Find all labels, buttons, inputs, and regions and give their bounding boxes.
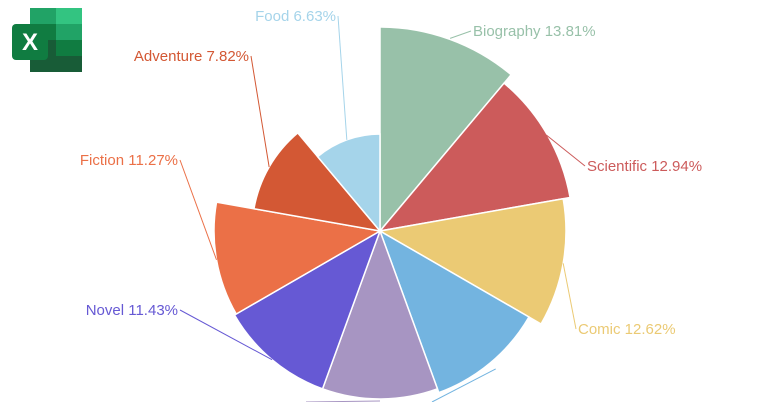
- leader-line-comic: [562, 263, 577, 330]
- leader-line-novel: [179, 309, 273, 361]
- label-novel: Novel 11.43%: [86, 302, 178, 319]
- slice-unlabeled-4: [321, 228, 439, 400]
- excel-logo-letter: X: [22, 29, 38, 56]
- slice-comic: [377, 197, 567, 326]
- slice-scientific: [378, 82, 571, 233]
- slice-unlabeled-3: [378, 229, 530, 394]
- leader-line-fiction: [179, 159, 217, 260]
- label-fiction: Fiction 11.27%: [80, 152, 178, 169]
- excel-icon: X: [12, 8, 82, 72]
- label-comic: Comic 12.62%: [578, 321, 676, 338]
- leader-line-adventure: [250, 55, 270, 168]
- leader-line-food: [337, 15, 348, 140]
- slice-food: [316, 133, 381, 234]
- leader-line-scientific: [545, 134, 586, 167]
- slice-fiction: [213, 201, 383, 316]
- slice-biography: [379, 26, 513, 234]
- label-scientific: Scientific 12.94%: [587, 158, 702, 175]
- slice-novel: [233, 229, 382, 390]
- leader-line-unlabeled-3: [431, 368, 496, 402]
- label-food: Food 6.63%: [255, 8, 336, 25]
- label-biography: Biography 13.81%: [473, 23, 596, 40]
- label-adventure: Adventure 7.82%: [134, 48, 249, 65]
- leader-line-biography: [449, 30, 472, 39]
